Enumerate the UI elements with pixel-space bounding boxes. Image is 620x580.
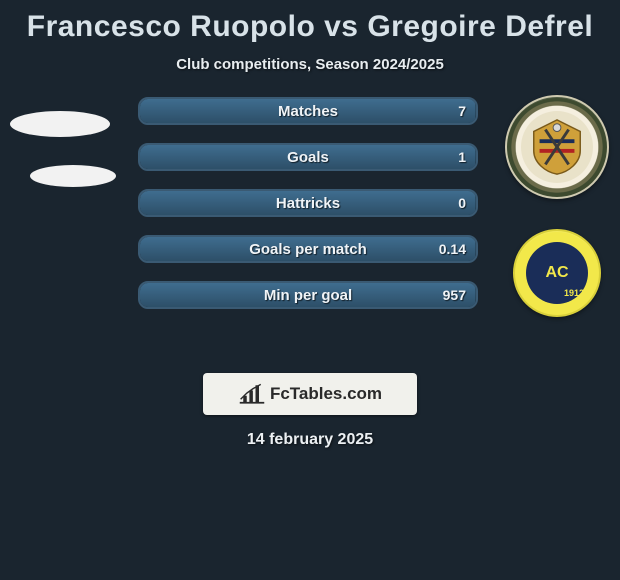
stat-label: Goals per match [140, 237, 476, 261]
stat-label: Hattricks [140, 191, 476, 215]
left-club-crest-2 [30, 165, 116, 187]
stat-right-value: 957 [443, 283, 466, 307]
stat-right-value: 0 [458, 191, 466, 215]
right-club-crest-1 [505, 95, 609, 199]
subtitle: Club competitions, Season 2024/2025 [0, 56, 620, 73]
fctables-logo: FcTables.com [203, 373, 417, 415]
stat-bars: Matches 7 Goals 1 Hattricks 0 Goals per … [138, 97, 478, 309]
page-title: Francesco Ruopolo vs Gregoire Defrel [0, 0, 620, 44]
stat-label: Goals [140, 145, 476, 169]
stat-row-hattricks: Hattricks 0 [138, 189, 478, 217]
right-club-crest-2: AC 1912 [513, 229, 601, 317]
comparison-stage: Matches 7 Goals 1 Hattricks 0 Goals per … [0, 101, 620, 351]
stat-label: Min per goal [140, 283, 476, 307]
logo-text: FcTables.com [270, 384, 382, 404]
stat-row-goals: Goals 1 [138, 143, 478, 171]
stat-row-matches: Matches 7 [138, 97, 478, 125]
right-player-badges: AC 1912 [502, 95, 612, 317]
date-line: 14 february 2025 [0, 431, 620, 449]
stat-label: Matches [140, 99, 476, 123]
stat-right-value: 1 [458, 145, 466, 169]
crest-inner [521, 111, 593, 183]
bar-chart-icon [238, 382, 266, 406]
left-club-crest-1 [10, 111, 110, 137]
crest-monogram: AC [545, 264, 568, 282]
crest-year: 1912 [564, 288, 584, 298]
crest-disc: AC 1912 [526, 242, 588, 304]
military-crest-icon [526, 116, 588, 178]
stat-row-gpm: Goals per match 0.14 [138, 235, 478, 263]
stat-right-value: 7 [458, 99, 466, 123]
stat-row-mpg: Min per goal 957 [138, 281, 478, 309]
stat-right-value: 0.14 [439, 237, 466, 261]
left-player-badges [10, 101, 120, 215]
